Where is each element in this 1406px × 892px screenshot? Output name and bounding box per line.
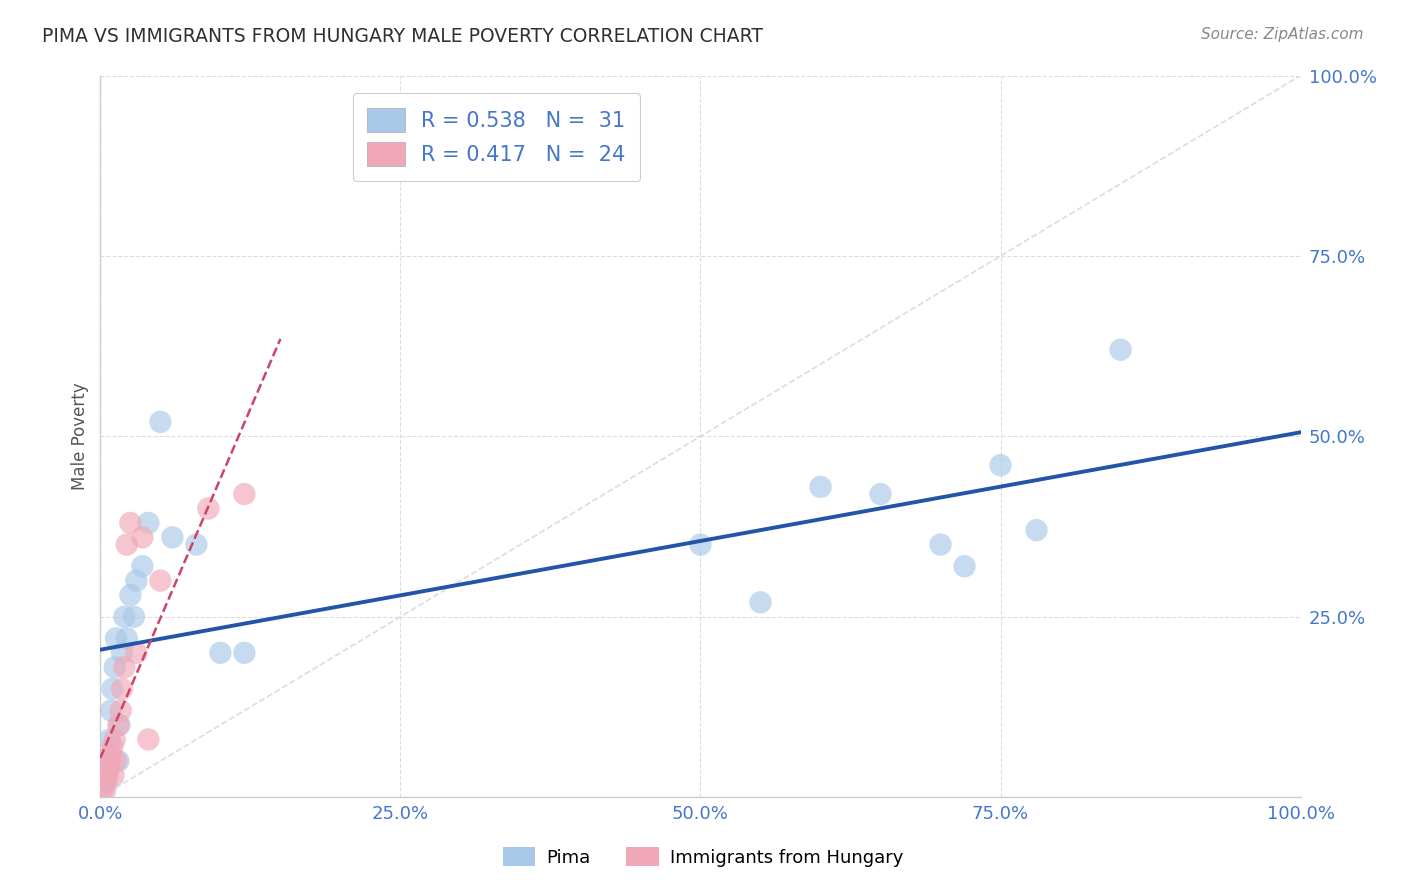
Point	[149, 574, 172, 588]
Point	[138, 516, 160, 530]
Legend: R = 0.538   N =  31, R = 0.417   N =  24: R = 0.538 N = 31, R = 0.417 N = 24	[353, 93, 640, 181]
Point	[98, 732, 121, 747]
Point	[125, 574, 148, 588]
Point	[115, 538, 138, 552]
Point	[104, 754, 127, 768]
Point	[96, 775, 118, 789]
Point	[689, 538, 711, 552]
Y-axis label: Male Poverty: Male Poverty	[72, 383, 89, 490]
Point	[97, 754, 120, 768]
Point	[100, 747, 122, 761]
Point	[131, 530, 153, 544]
Point	[104, 732, 127, 747]
Point	[110, 704, 132, 718]
Point	[112, 660, 135, 674]
Point	[108, 718, 131, 732]
Point	[233, 487, 256, 501]
Point	[120, 588, 142, 602]
Point	[112, 609, 135, 624]
Point	[138, 732, 160, 747]
Point	[953, 559, 976, 574]
Point	[1025, 523, 1047, 537]
Point	[233, 646, 256, 660]
Point	[103, 768, 125, 782]
Point	[97, 761, 120, 775]
Point	[749, 595, 772, 609]
Point	[120, 516, 142, 530]
Point	[131, 559, 153, 574]
Point	[186, 538, 208, 552]
Point	[93, 775, 115, 789]
Legend: Pima, Immigrants from Hungary: Pima, Immigrants from Hungary	[495, 840, 911, 874]
Point	[107, 718, 129, 732]
Point	[1109, 343, 1132, 357]
Point	[209, 646, 232, 660]
Point	[94, 783, 117, 797]
Point	[96, 768, 118, 782]
Point	[100, 704, 122, 718]
Point	[101, 739, 124, 754]
Point	[149, 415, 172, 429]
Point	[104, 632, 127, 646]
Point	[104, 660, 127, 674]
Point	[197, 501, 219, 516]
Point	[869, 487, 891, 501]
Text: PIMA VS IMMIGRANTS FROM HUNGARY MALE POVERTY CORRELATION CHART: PIMA VS IMMIGRANTS FROM HUNGARY MALE POV…	[42, 27, 763, 45]
Point	[115, 632, 138, 646]
Point	[98, 754, 121, 768]
Point	[111, 681, 134, 696]
Point	[162, 530, 184, 544]
Point	[96, 768, 118, 782]
Point	[125, 646, 148, 660]
Point	[101, 681, 124, 696]
Point	[91, 783, 114, 797]
Point	[111, 646, 134, 660]
Text: Source: ZipAtlas.com: Source: ZipAtlas.com	[1201, 27, 1364, 42]
Point	[990, 458, 1012, 473]
Point	[107, 754, 129, 768]
Point	[810, 480, 832, 494]
Point	[122, 609, 145, 624]
Point	[929, 538, 952, 552]
